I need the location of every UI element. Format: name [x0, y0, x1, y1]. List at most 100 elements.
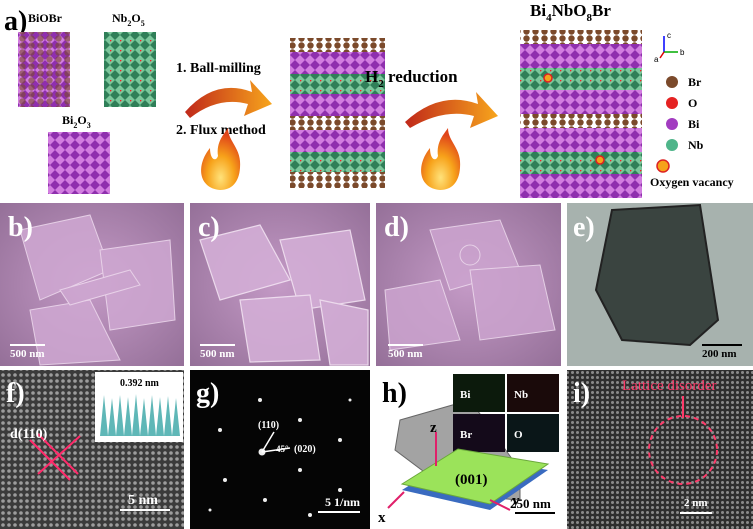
- hrtem-image: [567, 370, 753, 529]
- slab-top: [400, 448, 550, 505]
- map-label: O: [514, 429, 523, 441]
- formula-sub: 2: [73, 121, 77, 130]
- crystal-product-part: [520, 30, 642, 44]
- panel-a: a) BiOBr Nb2O5 Bi2O3 1. Ball-milling 2. …: [4, 1, 734, 198]
- panel-d: d) 500 nm: [376, 203, 561, 366]
- panel-h: Bi Nb Br O (001) z y x h) 250 nm: [376, 370, 561, 529]
- panel-label: b): [8, 212, 33, 243]
- axis-triad-part: [659, 51, 665, 59]
- diffraction-spots-part: [263, 498, 267, 502]
- precursor-label: Nb2O5: [112, 11, 145, 28]
- diffraction-spots-part: [338, 488, 342, 492]
- crystal-intermediate-part: [290, 38, 385, 52]
- crystal-product-part: [520, 152, 642, 174]
- arrow: [185, 80, 272, 118]
- legend-marker: [666, 97, 678, 109]
- formula-sub: 3: [87, 121, 91, 130]
- formula-sub: 8: [587, 12, 593, 24]
- eds-maps-part: [507, 414, 559, 452]
- vector-arrow: [261, 431, 275, 453]
- legend-marker: [656, 159, 670, 173]
- crystal-product-part: [520, 90, 642, 114]
- crystal-intermediate: [290, 38, 385, 188]
- formula-part: Bi: [62, 113, 74, 127]
- lattice-marker: [37, 433, 79, 475]
- panel-g: g) (110) 45° (020) 5 1/nm: [190, 370, 370, 529]
- crystal-nb2o5: [104, 32, 156, 107]
- crystal-product-part: [520, 174, 642, 198]
- axis-label: b: [680, 48, 685, 57]
- panel-b: b) 500 nm: [0, 203, 184, 366]
- inset-value: 0.392 nm: [120, 378, 160, 389]
- inset-profile: [100, 394, 180, 436]
- diffraction-spots-part: [308, 513, 312, 517]
- crystal-intermediate-part: [290, 172, 385, 188]
- diffraction-spots-part: [298, 468, 302, 472]
- sem-flakes-part: [59, 269, 141, 306]
- facet-label: (001): [455, 472, 488, 488]
- sem-flakes: [384, 219, 556, 351]
- formula-part: Br: [592, 1, 611, 20]
- eds-maps-part: [453, 414, 505, 452]
- crystal-product-part: [520, 68, 642, 90]
- sem-flakes: [19, 214, 176, 366]
- formula-part: NbO: [552, 1, 587, 20]
- map-label: Nb: [514, 389, 528, 401]
- formula-part: Bi: [530, 1, 546, 20]
- scale-bar-label: 5 nm: [128, 493, 158, 508]
- formula-sub: 2: [378, 78, 384, 90]
- lattice-marker: [29, 439, 71, 481]
- step-label: 1. Ball-milling: [176, 61, 261, 76]
- angle-label: 45°: [276, 444, 289, 454]
- crystal-product-part: [520, 128, 642, 152]
- legend-label: Nb: [688, 138, 704, 152]
- panel-c: c) 500 nm: [190, 203, 370, 366]
- formula-sub: 4: [546, 12, 552, 24]
- sem-flakes-part: [239, 294, 321, 363]
- sem-flakes-part: [384, 279, 461, 351]
- diffraction-spots-part: [258, 398, 262, 402]
- formula-sub: 2: [127, 19, 131, 28]
- scale-bar-label: 250 nm: [510, 496, 551, 511]
- panel-label: c): [198, 212, 220, 243]
- sem-flakes-part: [459, 244, 481, 266]
- formula-sub: 5: [141, 19, 145, 28]
- crystal-intermediate-part: [290, 52, 385, 74]
- legend: Br O Bi Nb Oxygen vacancy: [650, 75, 734, 189]
- scale-bar-label: 5 1/nm: [325, 495, 360, 509]
- panel-e: e) 200 nm: [567, 203, 753, 366]
- crystal-bi2o3: [48, 132, 110, 194]
- lattice-marker: [37, 435, 81, 475]
- panel-label: h): [382, 378, 407, 409]
- formula-part: Nb: [112, 11, 128, 25]
- vector-arrow: [261, 447, 291, 453]
- diffraction-spots-part: [208, 508, 212, 512]
- crystal-intermediate-part: [290, 116, 385, 130]
- precursor-label: BiOBr: [28, 11, 63, 25]
- disorder-circle: [648, 415, 718, 485]
- scale-bar-label: 500 nm: [388, 348, 423, 360]
- diffraction-spots-part: [348, 398, 352, 402]
- scale-bar-label: 2 nm: [684, 497, 708, 509]
- legend-label: Br: [688, 75, 702, 89]
- eds-maps: Bi Nb Br O: [453, 374, 559, 452]
- legend-marker: [666, 76, 678, 88]
- panel-i: i) Lattice disorder 2 nm: [567, 370, 753, 529]
- axis-label: y: [512, 493, 520, 509]
- product-label: Bi4NbO8Br: [530, 1, 611, 24]
- sem-flakes: [199, 224, 369, 366]
- diffraction-spots-part: [223, 478, 227, 482]
- tem-particle: [594, 203, 720, 347]
- step-label: 2. Flux method: [176, 123, 266, 138]
- formula-part: O: [77, 113, 86, 127]
- crystal-product-part: [595, 155, 605, 165]
- eds-maps-part: [453, 374, 505, 412]
- crystal-product-part: [543, 73, 553, 83]
- scale-bar-label: 500 nm: [200, 348, 235, 360]
- panel-label: e): [573, 212, 595, 243]
- arrow: [405, 92, 498, 128]
- formula-part: H: [365, 67, 378, 86]
- spot-label: (020): [294, 444, 316, 455]
- crystal-product-part: [520, 114, 642, 128]
